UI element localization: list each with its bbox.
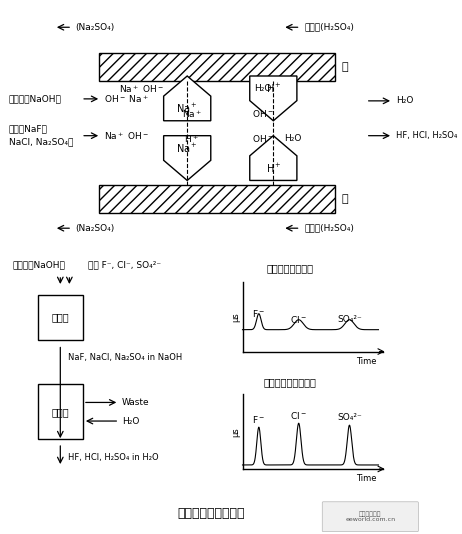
Text: Na$^+$: Na$^+$: [176, 142, 198, 154]
Text: OH$^-$: OH$^-$: [251, 133, 274, 144]
Bar: [99, 53, 335, 81]
Text: H$^+$: H$^+$: [266, 162, 281, 175]
Bar: [37, 295, 83, 340]
Text: 抑制器: 抑制器: [51, 407, 69, 417]
Text: (Na₂SO₄): (Na₂SO₄): [76, 23, 115, 32]
Text: 膜: 膜: [341, 194, 348, 205]
Text: 再生液(H₂SO₄): 再生液(H₂SO₄): [304, 23, 354, 32]
Text: SO₄²⁻: SO₄²⁻: [337, 413, 362, 422]
Bar: [99, 185, 335, 213]
Text: Na$^+$ OH$^-$: Na$^+$ OH$^-$: [119, 83, 164, 95]
Text: Cl$^-$: Cl$^-$: [290, 314, 307, 325]
Text: OH$^-$: OH$^-$: [251, 108, 274, 119]
Text: 样品（NaF，: 样品（NaF，: [9, 124, 48, 133]
Text: 分离柱: 分离柱: [51, 312, 69, 322]
Text: Time: Time: [356, 357, 377, 366]
Text: µs: µs: [231, 312, 241, 321]
Text: H₂O: H₂O: [122, 417, 140, 426]
Text: HF, HCl, H₂SO₄ in H₂O: HF, HCl, H₂SO₄ in H₂O: [67, 452, 158, 461]
Text: NaF, NaCl, Na₂SO₄ in NaOH: NaF, NaCl, Na₂SO₄ in NaOH: [67, 353, 182, 362]
Polygon shape: [250, 76, 297, 121]
Text: H₂O: H₂O: [395, 96, 413, 105]
Text: H₂O: H₂O: [285, 134, 302, 143]
Text: Na$^+$: Na$^+$: [182, 108, 202, 120]
Text: 电子工程世界
eeworld.com.cn: 电子工程世界 eeworld.com.cn: [345, 511, 395, 522]
Polygon shape: [250, 136, 297, 180]
FancyBboxPatch shape: [322, 502, 419, 532]
Text: Na$^+$: Na$^+$: [176, 102, 198, 115]
Text: 化学抑制型电导响应: 化学抑制型电导响应: [263, 378, 316, 387]
Text: H₂O: H₂O: [254, 84, 271, 93]
Text: H$^+$: H$^+$: [266, 82, 281, 95]
Text: NaCl, Na₂SO₄）: NaCl, Na₂SO₄）: [9, 137, 73, 146]
Text: 淋洗液（NaOH）: 淋洗液（NaOH）: [9, 95, 61, 104]
Text: µs: µs: [231, 427, 241, 436]
Bar: [37, 384, 83, 439]
Text: Waste: Waste: [122, 398, 150, 407]
Polygon shape: [164, 136, 211, 180]
Polygon shape: [164, 76, 211, 121]
Text: 膜: 膜: [341, 62, 348, 72]
Text: 淋洗液（NaOH）: 淋洗液（NaOH）: [12, 261, 65, 270]
Text: OH$^-$ Na$^+$: OH$^-$ Na$^+$: [104, 93, 149, 105]
Text: 再生液(H₂SO₄): 再生液(H₂SO₄): [304, 224, 354, 233]
Text: HF, HCl, H₂SO₄: HF, HCl, H₂SO₄: [395, 131, 457, 140]
Text: (Na₂SO₄): (Na₂SO₄): [76, 224, 115, 233]
Text: H$^+$: H$^+$: [184, 133, 199, 145]
Text: 阴离子抑制工作原理: 阴离子抑制工作原理: [177, 507, 244, 520]
Text: 非抑制型电导响应: 非抑制型电导响应: [266, 263, 313, 273]
Text: F$^-$: F$^-$: [252, 308, 265, 319]
Text: SO₄²⁻: SO₄²⁻: [337, 315, 362, 324]
Text: F$^-$: F$^-$: [252, 414, 265, 425]
Text: Na$^+$ OH$^-$: Na$^+$ OH$^-$: [104, 130, 149, 142]
Text: Cl$^-$: Cl$^-$: [290, 410, 307, 421]
Text: 样品 F⁻, Cl⁻, SO₄²⁻: 样品 F⁻, Cl⁻, SO₄²⁻: [87, 261, 161, 270]
Text: Time: Time: [356, 474, 377, 483]
